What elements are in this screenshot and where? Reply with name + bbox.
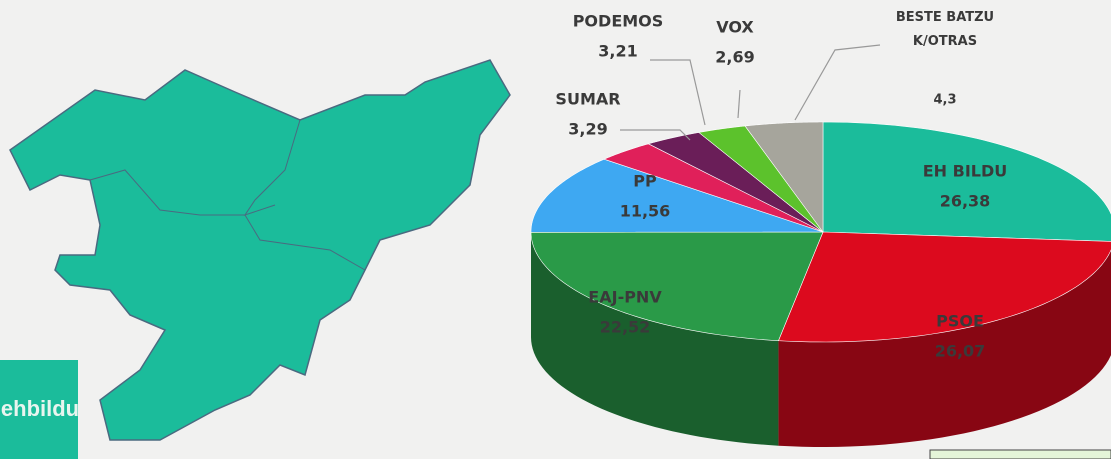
slice-side — [778, 250, 1111, 447]
category-label: EAJ-PNV — [588, 288, 662, 307]
leader-line — [650, 59, 706, 126]
category-label: BESTE BATZUK/OTRAS — [895, 10, 995, 49]
category-label: SUMAR — [555, 90, 620, 109]
slice-side — [531, 232, 779, 446]
category-label: PSOE — [936, 312, 984, 331]
value-label: 3,29 — [568, 120, 607, 139]
slice — [647, 132, 824, 233]
info-box — [929, 449, 1111, 459]
leader-line — [794, 44, 881, 121]
value-label: 3,21 — [598, 42, 637, 61]
value-label: 22,52 — [600, 318, 651, 337]
slice — [530, 158, 824, 233]
value-label: 11,56 — [620, 202, 671, 221]
value-label: 2,69 — [715, 48, 754, 67]
value-label: 4,3 — [933, 93, 956, 108]
slice — [777, 231, 1111, 343]
slice — [744, 121, 824, 233]
leader-line — [737, 89, 741, 119]
category-label: PODEMOS — [573, 12, 664, 31]
map — [9, 59, 511, 441]
slice — [822, 121, 1111, 242]
slice — [530, 231, 824, 342]
leader-line — [620, 129, 691, 141]
category-label: EH BILDU — [923, 162, 1008, 181]
logo-box — [0, 360, 78, 459]
label-box: BESTE BATZUK/OTRAS — [895, 10, 995, 49]
slice — [603, 143, 824, 233]
category-label: VOX — [716, 18, 754, 37]
value-label: 26,07 — [935, 342, 986, 361]
pie — [530, 121, 1111, 447]
category-label: PP — [633, 172, 657, 191]
value-label: 26,38 — [940, 192, 991, 211]
slice — [698, 125, 824, 233]
logo-text: ehbildu — [1, 396, 79, 421]
